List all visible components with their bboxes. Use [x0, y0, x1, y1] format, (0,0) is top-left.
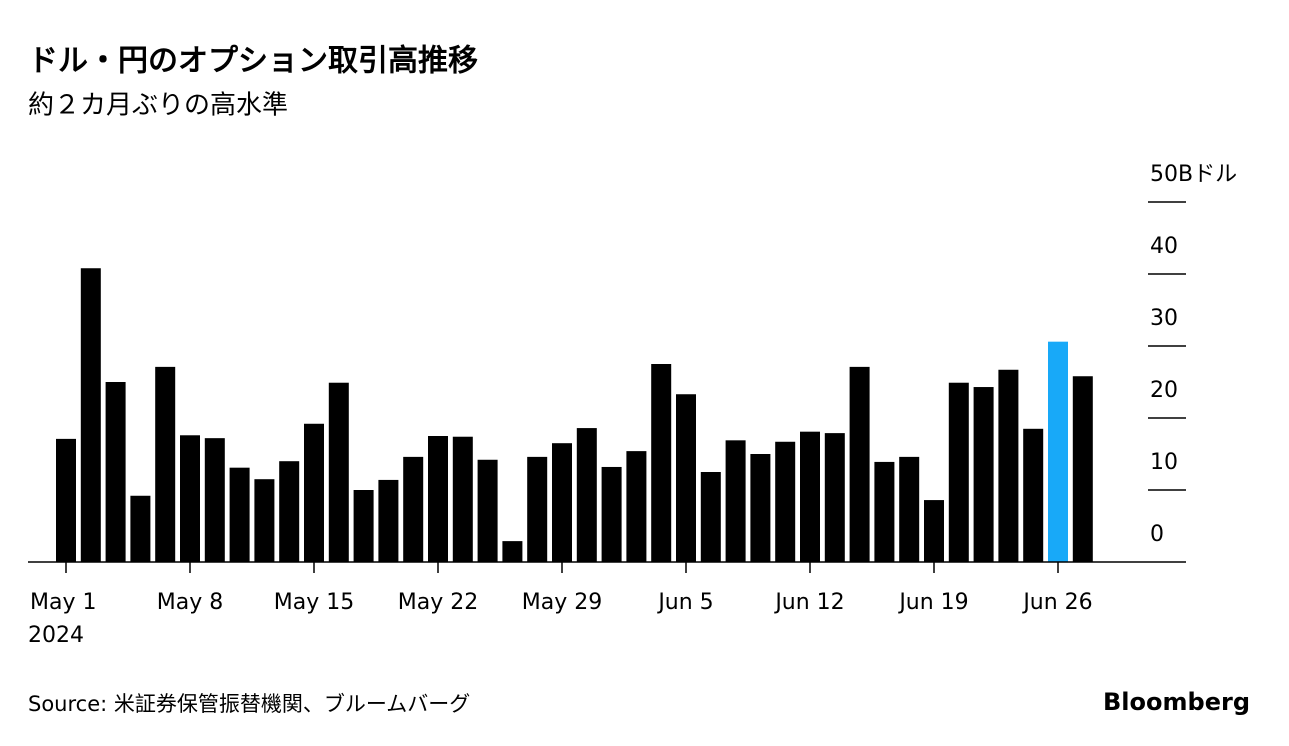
bar	[353, 490, 374, 562]
x-tick-label: May 15	[274, 590, 354, 615]
bar	[725, 440, 746, 562]
bar	[155, 366, 176, 562]
y-tick-label: 30	[1150, 306, 1178, 331]
source: Source: 米証券保管振替機関、ブルームバーグ	[28, 692, 470, 716]
bar	[552, 443, 572, 562]
bar	[80, 268, 101, 562]
x-tick-label: Jun 5	[656, 590, 713, 615]
bar	[1048, 341, 1068, 562]
y-tick-label: 20	[1150, 378, 1178, 403]
y-tick-label: 50Bドル	[1150, 162, 1237, 187]
bar	[1072, 376, 1093, 562]
x-tick-label: Jun 26	[1021, 590, 1092, 615]
x-tick-label: May 8	[157, 590, 223, 615]
x-tick-label: May 29	[522, 590, 602, 615]
bar	[130, 495, 151, 562]
x-tick-label: Jun 12	[773, 590, 844, 615]
bar	[204, 438, 225, 562]
bar	[477, 459, 498, 562]
bar	[105, 382, 126, 562]
bar	[56, 438, 76, 562]
bar	[328, 382, 349, 562]
bar	[626, 451, 647, 562]
bar	[304, 423, 324, 562]
bar	[775, 441, 796, 562]
bar	[700, 472, 721, 562]
y-tick-label: 0	[1150, 522, 1164, 547]
bar	[601, 466, 622, 562]
bar	[403, 456, 424, 562]
x-tick-label: Jun 19	[897, 590, 968, 615]
bar	[651, 364, 672, 562]
bar	[800, 431, 820, 562]
bar	[428, 436, 448, 562]
x-sublabel: 2024	[28, 623, 84, 648]
bar	[452, 436, 473, 562]
bar	[180, 435, 200, 562]
x-tick-label: May 1	[30, 590, 96, 615]
bar	[750, 454, 771, 562]
bar	[378, 479, 399, 562]
bar	[279, 461, 300, 562]
bar	[527, 456, 548, 562]
bar	[229, 467, 250, 562]
brand-logo: Bloomberg	[1103, 688, 1250, 716]
bar	[973, 387, 994, 562]
bar	[824, 433, 845, 562]
bar	[924, 500, 944, 562]
bar	[676, 394, 696, 562]
chart-title: ドル・円のオプション取引高推移	[28, 44, 478, 79]
bar	[1023, 428, 1044, 562]
bar	[899, 456, 920, 562]
bar	[576, 428, 597, 562]
bar	[849, 366, 870, 562]
y-tick-label: 10	[1150, 450, 1178, 475]
y-tick-label: 40	[1150, 234, 1178, 259]
chart-subtitle: 約２カ月ぶりの高水準	[28, 91, 288, 121]
bar	[948, 382, 969, 562]
bar	[502, 541, 523, 562]
x-tick-label: May 22	[398, 590, 478, 615]
bar	[998, 369, 1019, 562]
bar	[874, 461, 895, 562]
bar	[254, 479, 275, 562]
